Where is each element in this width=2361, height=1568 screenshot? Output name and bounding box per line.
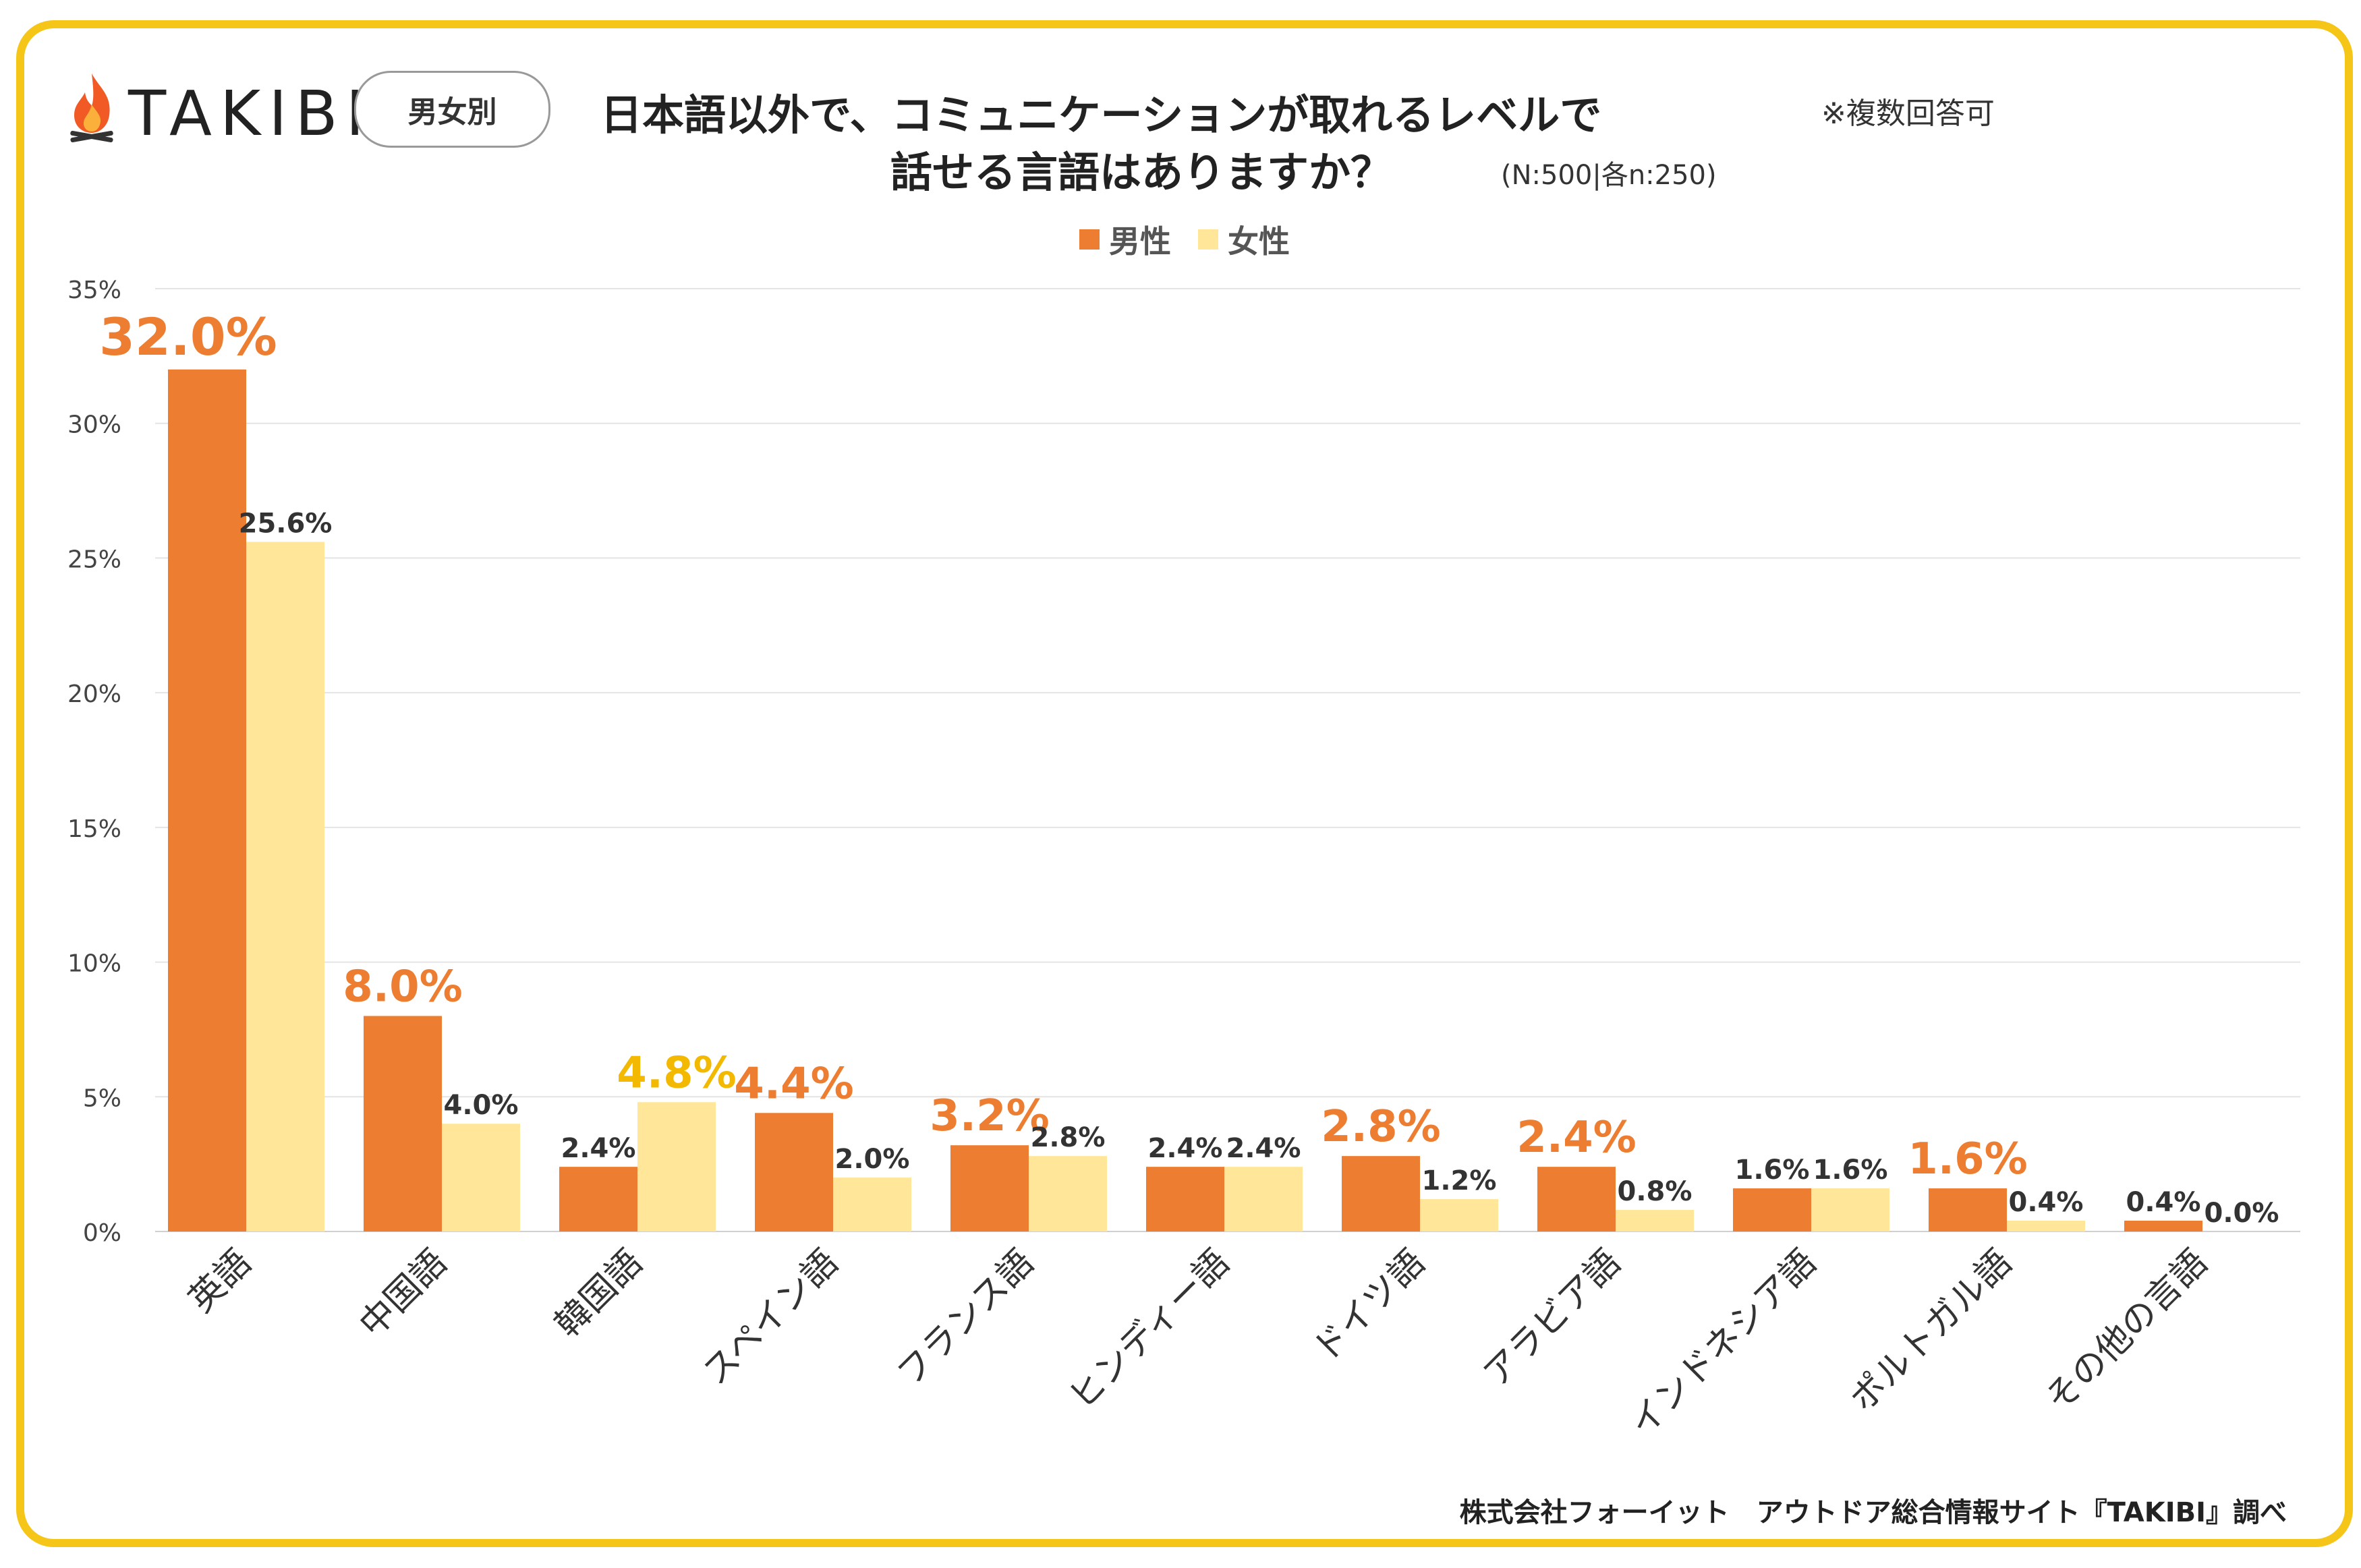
- bar-male: [1929, 1188, 2007, 1231]
- bar-female: [1224, 1167, 1303, 1231]
- chart-frame: [16, 20, 2353, 1547]
- bar-male: [755, 1113, 833, 1231]
- x-category-label: ドイツ語: [1305, 1242, 1433, 1370]
- y-tick-label: 30%: [67, 411, 121, 439]
- bar-male: [2124, 1221, 2202, 1231]
- sample-size: (N:500|各n:250): [1501, 160, 1717, 191]
- data-label-male: 1.6%: [1908, 1134, 2028, 1184]
- data-label-male: 0.4%: [2126, 1187, 2201, 1218]
- legend-item-male: 男性: [1079, 217, 1171, 262]
- bar-female: [246, 542, 324, 1231]
- x-category-label: スペイン語: [695, 1242, 846, 1393]
- bar-female: [637, 1102, 716, 1231]
- data-label-male: 2.8%: [1321, 1102, 1441, 1152]
- data-label-female: 0.4%: [2009, 1187, 2084, 1218]
- data-label-female: 25.6%: [239, 508, 333, 539]
- x-category-label: 中国語: [351, 1242, 455, 1345]
- data-label-female: 0.8%: [1618, 1176, 1692, 1207]
- segment-badge: 男女別: [354, 71, 550, 148]
- y-tick-label: 0%: [83, 1219, 121, 1247]
- x-category-label: フランス語: [890, 1242, 1042, 1395]
- data-label-female: 0.0%: [2204, 1198, 2279, 1229]
- y-tick-label: 20%: [67, 680, 121, 708]
- legend-label-male: 男性: [1109, 223, 1171, 260]
- bar-male: [950, 1145, 1029, 1231]
- bar-male: [1733, 1188, 1811, 1231]
- bar-female: [1029, 1156, 1107, 1231]
- bar-female: [833, 1178, 911, 1231]
- bar-male: [559, 1167, 637, 1231]
- data-label-male: 3.2%: [930, 1091, 1050, 1141]
- data-label-male: 1.6%: [1735, 1155, 1810, 1186]
- legend-label-female: 女性: [1228, 223, 1290, 260]
- y-tick-label: 5%: [83, 1084, 121, 1112]
- data-label-female: 1.2%: [1422, 1165, 1497, 1196]
- x-category-label: ヒンディー語: [1062, 1242, 1237, 1418]
- logo-text: TAKIBI: [128, 78, 372, 150]
- x-category-label: 英語: [181, 1242, 259, 1320]
- legend-item-female: 女性: [1198, 217, 1290, 262]
- data-label-male: 4.4%: [734, 1059, 854, 1109]
- multiple-answer-note: ※複数回答可: [1821, 96, 1995, 131]
- bar-male: [168, 369, 246, 1231]
- bar-male: [364, 1016, 442, 1231]
- bar-female: [442, 1124, 520, 1231]
- source-footer: 株式会社フォーイット アウトドア総合情報サイト『TAKIBI』調べ: [1459, 1497, 2287, 1528]
- data-label-female: 1.6%: [1813, 1155, 1888, 1186]
- y-tick-label: 10%: [67, 950, 121, 978]
- legend-swatch-male: [1079, 229, 1100, 250]
- chart-title-line2: 話せる言語はありますか？: [890, 148, 1393, 197]
- x-category-label: インドネシア語: [1622, 1242, 1824, 1445]
- data-label-male: 8.0%: [343, 962, 463, 1012]
- bar-female: [2007, 1221, 2085, 1231]
- data-label-male: 32.0%: [99, 307, 277, 367]
- bar-female: [1811, 1188, 1889, 1231]
- x-category-label: その他の言語: [2038, 1242, 2215, 1420]
- legend-swatch-female: [1198, 229, 1218, 250]
- x-category-label: ポルトガル語: [1842, 1242, 2020, 1420]
- y-tick-label: 25%: [67, 546, 121, 573]
- data-label-male: 2.4%: [561, 1133, 636, 1164]
- y-tick-label: 35%: [67, 277, 121, 304]
- bar-male: [1342, 1156, 1420, 1231]
- chart-legend: 男性 女性: [1079, 217, 1317, 262]
- y-tick-label: 15%: [67, 815, 121, 843]
- chart-title-line1: 日本語以外で、コミュニケーションが取れるレベルで: [600, 90, 1602, 140]
- bar-female: [1420, 1199, 1498, 1231]
- data-label-female: 4.0%: [444, 1090, 519, 1121]
- data-label-male: 2.4%: [1148, 1133, 1223, 1164]
- x-category-label: アラビア語: [1476, 1242, 1628, 1395]
- bar-male: [1537, 1167, 1616, 1231]
- data-label-female: 2.0%: [835, 1144, 910, 1175]
- data-label-male: 2.4%: [1516, 1113, 1637, 1163]
- x-category-label: 韓国語: [547, 1242, 650, 1345]
- bar-female: [1616, 1210, 1694, 1231]
- data-label-female: 2.8%: [1031, 1122, 1106, 1153]
- flame-icon: [70, 74, 113, 143]
- data-label-female: 2.4%: [1226, 1133, 1301, 1164]
- bar-male: [1146, 1167, 1224, 1231]
- data-label-female: 4.8%: [617, 1048, 737, 1098]
